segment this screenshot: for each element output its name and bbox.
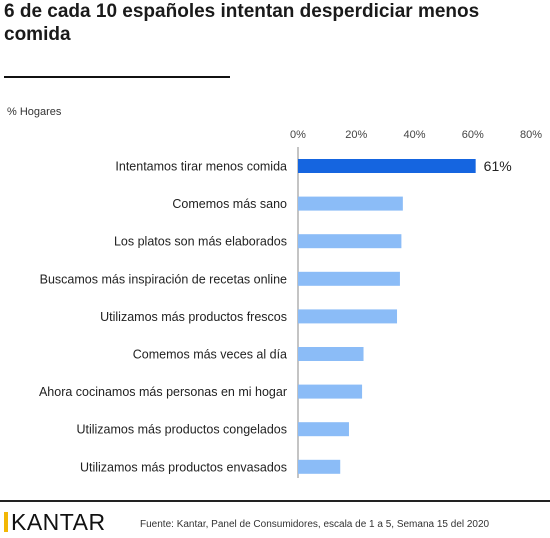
bar [298, 347, 364, 361]
category-label: Utilizamos más productos envasados [80, 460, 287, 474]
bar [298, 234, 402, 249]
logo-accent-mark [4, 512, 8, 532]
x-tick-label: 40% [403, 129, 425, 141]
category-label: Los platos son más elaborados [114, 235, 287, 249]
title-underline [4, 76, 230, 78]
category-label: Ahora cocinamos más personas en mi hogar [39, 385, 287, 399]
bar [298, 309, 398, 324]
logo-text: KANTAR [11, 509, 106, 535]
kantar-logo: KANTAR [4, 509, 106, 535]
bar [298, 459, 341, 474]
data-label: 61% [484, 158, 512, 174]
footer-divider [0, 500, 550, 502]
bar-chart: 0% 20% 40% 60% 80% Intentamos tirar menos com… [39, 129, 542, 478]
x-tick-label: 60% [462, 129, 484, 141]
x-tick-label: 0% [290, 129, 306, 141]
bar [298, 271, 400, 286]
bar [298, 159, 476, 173]
x-tick-label: 80% [520, 129, 542, 141]
source-note: Fuente: Kantar, Panel de Consumidores, e… [140, 519, 490, 530]
bar [298, 422, 349, 437]
unit-label: % Hogares [7, 106, 62, 118]
bar [298, 384, 363, 399]
category-label: Comemos más veces al día [133, 348, 287, 362]
category-label: Buscamos más inspiración de recetas onli… [40, 272, 287, 286]
category-label: Utilizamos más productos frescos [100, 310, 287, 324]
chart-title: 6 de cada 10 españoles intentan desperdi… [4, 1, 480, 45]
category-label: Intentamos tirar menos comida [115, 160, 287, 174]
x-tick-label: 20% [345, 129, 367, 141]
category-label: Utilizamos más productos congelados [76, 423, 287, 437]
category-label: Comemos más sano [172, 197, 287, 211]
bar [298, 196, 403, 211]
